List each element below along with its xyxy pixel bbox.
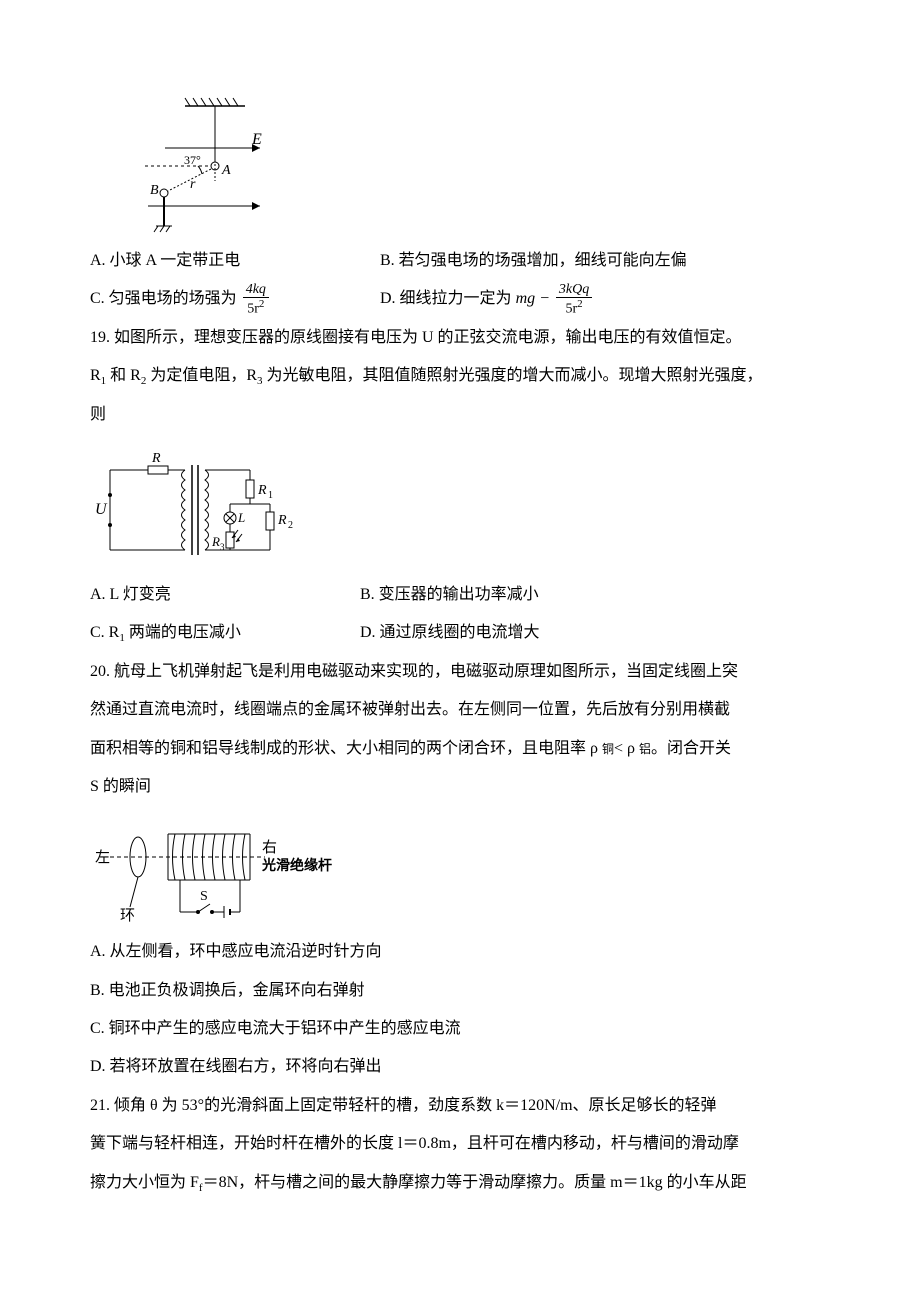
svg-text:A: A — [221, 163, 231, 178]
svg-text:2: 2 — [288, 520, 293, 531]
q18-c-frac: 4kq 5r2 — [243, 282, 269, 317]
svg-text:环: 环 — [120, 908, 135, 924]
q19-options-row2: C. R1 两端的电压减小 D. 通过原线圈的电流增大 — [90, 614, 830, 652]
svg-text:L: L — [237, 510, 245, 525]
q21-intro-3: 擦力大小恒为 Ff＝8N，杆与槽之间的最大静摩擦力等于滑动摩擦力。质量 m＝1k… — [90, 1164, 830, 1202]
q20-option-d: D. 若将环放置在线圈右方，环将向右弹出 — [90, 1048, 830, 1086]
q18-d-frac: 3kQq 5r2 — [556, 282, 592, 317]
q20-option-a: A. 从左侧看，环中感应电流沿逆时针方向 — [90, 933, 830, 971]
q19-intro-2: R1 和 R2 为定值电阻，R3 为光敏电阻，其阻值随照射光强度的增大而减小。现… — [90, 357, 830, 395]
svg-text:r: r — [190, 177, 196, 192]
svg-text:S: S — [200, 889, 208, 904]
q19-option-a: A. L 灯变亮 — [90, 576, 320, 614]
q19-intro-3: 则 — [90, 396, 830, 434]
svg-text:E: E — [251, 131, 262, 148]
q18-options-row2: C. 匀强电场的场强为 4kq 5r2 D. 细线拉力一定为 mg − 3kQq… — [90, 280, 830, 318]
q20-intro-3: 面积相等的铜和铝导线制成的形状、大小相同的两个闭合环，且电阻率 ρ 铜< ρ 铝… — [90, 730, 830, 768]
q18-options-row1: A. 小球 A 一定带正电 B. 若匀强电场的场强增加，细线可能向左偏 — [90, 242, 830, 280]
q20-intro-2: 然通过直流电流时，线圈端点的金属环被弹射出去。在左侧同一位置，先后放有分别用横截 — [90, 691, 830, 729]
q20-option-b: B. 电池正负极调换后，金属环向右弹射 — [90, 972, 830, 1010]
q18-d-prefix: D. 细线拉力一定为 — [380, 290, 512, 307]
svg-text:R: R — [277, 513, 287, 528]
svg-text:左: 左 — [95, 849, 110, 866]
q18-d-mg: mg − — [516, 290, 554, 307]
svg-text:B: B — [150, 183, 159, 198]
q20-svg: 左 环 右 光滑绝缘杆 S — [90, 812, 350, 927]
q19-svg: R U R 1 L R 3 — [90, 440, 300, 570]
q19-option-b: B. 变压器的输出功率减小 — [360, 576, 539, 614]
q19-figure: R U R 1 L R 3 — [90, 440, 830, 570]
q19-option-c: C. R1 两端的电压减小 — [90, 614, 320, 652]
q19-option-d: D. 通过原线圈的电流增大 — [360, 614, 540, 652]
q21-intro-1: 21. 倾角 θ 为 53°的光滑斜面上固定带轻杆的槽，劲度系数 k＝120N/… — [90, 1087, 830, 1125]
q20-option-c: C. 铜环中产生的感应电流大于铝环中产生的感应电流 — [90, 1010, 830, 1048]
q18-option-a: A. 小球 A 一定带正电 — [90, 242, 340, 280]
svg-text:光滑绝缘杆: 光滑绝缘杆 — [261, 857, 332, 874]
q18-c-prefix: C. 匀强电场的场强为 — [90, 290, 237, 307]
q18-option-c: C. 匀强电场的场强为 4kq 5r2 — [90, 280, 340, 318]
q18-figure: E A B 37° r — [90, 86, 830, 236]
q18-svg: E A B 37° r — [90, 86, 270, 236]
svg-text:R: R — [257, 483, 267, 498]
svg-text:1: 1 — [268, 490, 273, 501]
q19-intro-1: 19. 如图所示，理想变压器的原线圈接有电压为 U 的正弦交流电源，输出电压的有… — [90, 319, 830, 357]
svg-text:37°: 37° — [184, 153, 201, 167]
q20-intro-4: S 的瞬间 — [90, 768, 830, 806]
q21-intro-2: 簧下端与轻杆相连，开始时杆在槽外的长度 l＝0.8m，且杆可在槽内移动，杆与槽间… — [90, 1125, 830, 1163]
q20-intro-1: 20. 航母上飞机弹射起飞是利用电磁驱动来实现的，电磁驱动原理如图所示，当固定线… — [90, 653, 830, 691]
svg-text:U: U — [95, 501, 108, 518]
svg-text:R: R — [211, 534, 220, 549]
q18-option-b: B. 若匀强电场的场强增加，细线可能向左偏 — [380, 242, 687, 280]
q18-option-d: D. 细线拉力一定为 mg − 3kQq 5r2 — [380, 280, 594, 318]
q19-options-row1: A. L 灯变亮 B. 变压器的输出功率减小 — [90, 576, 830, 614]
svg-text:R: R — [151, 451, 161, 466]
svg-text:右: 右 — [262, 839, 277, 856]
q20-figure: 左 环 右 光滑绝缘杆 S — [90, 812, 830, 927]
